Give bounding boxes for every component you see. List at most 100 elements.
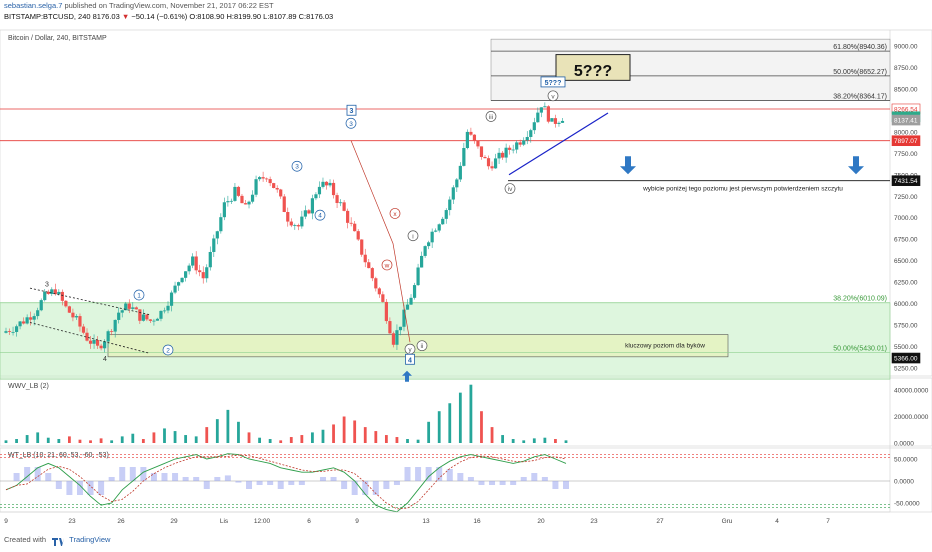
candle-body [32, 316, 36, 320]
candle-body [134, 307, 138, 310]
down-arrow-icon [620, 156, 636, 175]
candle-body [317, 186, 322, 195]
time-tick-label: 29 [170, 518, 178, 525]
candle-body [50, 289, 54, 294]
oscillator-histogram-bar [256, 481, 263, 485]
candle-body [300, 216, 304, 227]
candle-body [493, 158, 498, 169]
candle-body [441, 218, 445, 225]
oscillator-histogram-bar [298, 481, 305, 485]
price-tick-label: 7250.00 [894, 194, 918, 201]
tradingview-logo-icon [52, 536, 65, 547]
candle-body [511, 149, 515, 151]
candle-body [205, 267, 209, 279]
price-tick-label: 6000.00 [894, 301, 918, 308]
candle-body [367, 262, 371, 269]
candle-body [504, 147, 508, 158]
volume-bar [406, 439, 409, 443]
oscillator-histogram-bar [330, 477, 337, 481]
candle-body [289, 221, 293, 226]
candle-body [398, 326, 403, 331]
candle-body [110, 331, 114, 333]
candle-body [148, 319, 153, 321]
created-with-text: Created with [4, 535, 47, 544]
candle-body [36, 310, 40, 317]
candle-body [74, 316, 79, 318]
oscillator-histogram-bar [362, 481, 369, 495]
volume-bar [258, 437, 261, 443]
candle-body [486, 158, 491, 167]
volume-bar [384, 435, 388, 443]
oscillator-histogram-bar [172, 473, 179, 481]
candle-body [472, 134, 477, 141]
volume-bar [163, 428, 166, 443]
candle-body [557, 122, 561, 124]
candle-body [46, 291, 50, 294]
candle-body [169, 292, 174, 306]
price-tick-label: 8750.00 [894, 65, 918, 72]
wave-label: ii [421, 343, 424, 350]
oscillator-histogram-bar [193, 477, 200, 481]
key-level-annotation: kluczowy poziom dla byków [625, 343, 705, 350]
wave-label: y [408, 347, 412, 354]
volume-bar [363, 427, 367, 443]
candle-body [543, 106, 547, 108]
oscillator-histogram-bar [552, 481, 559, 489]
volume-tick-label: 0.0000 [894, 441, 914, 448]
oscillator-histogram-bar [404, 467, 411, 481]
wave-label: x [393, 211, 397, 218]
candle-body [229, 200, 234, 202]
candle-body [194, 256, 198, 271]
oscillator-histogram-bar [415, 467, 422, 481]
oscillator-histogram-bar [87, 481, 94, 495]
tradingview-link[interactable]: TradingView [69, 535, 111, 544]
time-tick-label: 4 [775, 518, 779, 525]
wave-label: 4 [103, 356, 107, 363]
candle-body [268, 179, 272, 184]
price-label-tag [891, 135, 921, 147]
oscillator-histogram-bar [267, 481, 274, 485]
oscillator-histogram-bar [182, 477, 189, 481]
candle-body [324, 181, 329, 186]
wave-label: 4 [408, 357, 412, 364]
time-tick-label: 27 [656, 518, 664, 525]
candle-body [88, 340, 93, 344]
candle-body [131, 307, 135, 309]
candle-body [272, 183, 276, 188]
wave-marker [540, 76, 566, 88]
price-label: 8266.54 [894, 106, 918, 113]
oscillator-histogram-bar [45, 473, 52, 481]
candle-body [7, 331, 12, 332]
oscillator-histogram-bar [34, 467, 41, 481]
author-link[interactable]: sebastian.selga.7 [4, 1, 63, 10]
candle-body [550, 118, 554, 122]
candle-body [409, 297, 413, 305]
candle-body [261, 177, 265, 179]
last-price: 8176.03 [92, 12, 120, 21]
candle-body [152, 320, 156, 322]
candle-body [184, 271, 188, 278]
oscillator-histogram-bar [214, 477, 221, 481]
wave-marker [547, 90, 559, 102]
time-tick-label: Lis [220, 518, 229, 525]
time-tick-label: 6 [307, 518, 311, 525]
fib-level-label: 50.00%(8652.27) [833, 69, 887, 76]
oscillator-line [5, 453, 567, 513]
candle-body [117, 312, 121, 320]
candle-body [250, 194, 255, 202]
volume-bar [458, 392, 462, 443]
price-label-tag [891, 352, 921, 364]
candle-body [444, 210, 448, 219]
price-label-tag [891, 114, 921, 126]
oscillator-histogram-bar [24, 467, 31, 481]
candle-body [4, 331, 8, 333]
oscillator-histogram-bar [76, 481, 83, 495]
chart-canvas[interactable]: 61.80%(8940.36) 50.00%(8652.27) 38.20%(836… [0, 26, 932, 530]
candle-body [113, 319, 117, 332]
price-tick-label: 7000.00 [894, 215, 918, 222]
trend-line [508, 112, 609, 176]
time-tick-label: 9 [4, 518, 8, 525]
volume-bar [152, 432, 156, 443]
candle-body [233, 186, 237, 201]
volume-bar [289, 437, 293, 443]
